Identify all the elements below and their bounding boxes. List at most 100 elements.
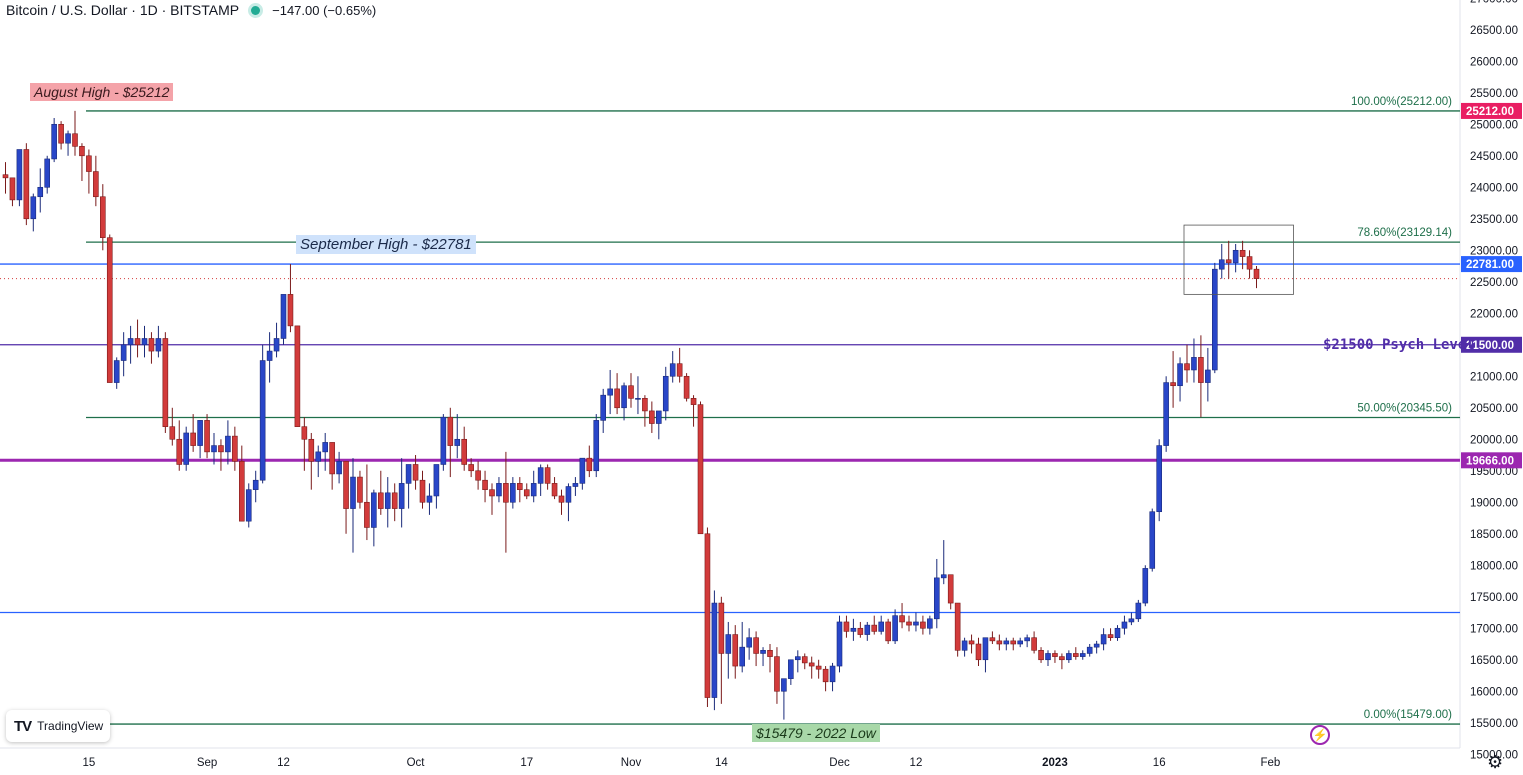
x-tick-label: 12 — [910, 757, 923, 769]
focus-box — [1183, 224, 1294, 295]
y-tick-label: 27000.00 — [1470, 0, 1518, 5]
candle-body — [794, 656, 801, 661]
y-tick-label: 24000.00 — [1470, 182, 1518, 194]
candle-body — [586, 457, 593, 472]
lightning-icon[interactable]: ⚡ — [1310, 725, 1330, 745]
candle-body — [516, 483, 523, 490]
y-tick-label: 15000.00 — [1470, 749, 1518, 761]
x-tick-label: 16 — [1153, 757, 1166, 769]
candle-body — [391, 492, 398, 509]
tradingview-badge[interactable]: TV TradingView — [6, 710, 110, 742]
candle-body — [371, 492, 377, 528]
candle-body — [489, 489, 495, 497]
candle-body — [1093, 643, 1100, 648]
candle-body — [79, 146, 85, 157]
candle-body — [329, 442, 335, 475]
candle-body — [426, 495, 433, 503]
candle-body — [975, 643, 982, 661]
candle-body — [336, 461, 342, 475]
candle-body — [357, 476, 363, 503]
candle-body — [767, 650, 773, 657]
fib-label: 100.00%(25212.00) — [1351, 96, 1452, 108]
candle-body — [482, 479, 488, 490]
candle-body — [649, 410, 655, 424]
candle-body — [1205, 369, 1211, 383]
candle-body — [301, 426, 308, 440]
candle-body — [1059, 656, 1065, 661]
candle-body — [1038, 650, 1044, 661]
candle-body — [1128, 618, 1135, 623]
candle-body — [572, 483, 579, 487]
x-tick-label: Feb — [1260, 757, 1280, 769]
candle-body — [1170, 382, 1176, 387]
symbol-title[interactable]: Bitcoin / U.S. Dollar · 1D · BITSTAMP — [6, 2, 240, 18]
candle-body — [377, 492, 384, 509]
candle-body — [1246, 256, 1253, 270]
candle-body — [65, 133, 71, 144]
candle-body — [190, 432, 196, 446]
candle-body — [239, 461, 245, 522]
settings-gear-icon[interactable]: ⚙ — [1487, 752, 1504, 772]
candle-body — [1239, 249, 1246, 257]
candle-body — [93, 171, 99, 198]
candle-body — [1218, 259, 1225, 270]
tradingview-logo-icon: TV — [14, 717, 32, 735]
candle-body — [954, 602, 961, 651]
y-tick-label: 17500.00 — [1470, 592, 1518, 604]
y-tick-label: 16500.00 — [1470, 655, 1518, 667]
candle-body — [989, 637, 996, 642]
candle-body — [496, 483, 502, 497]
price-tag — [1461, 256, 1522, 273]
candle-body — [204, 420, 210, 453]
candle-body — [523, 489, 530, 497]
x-tick-label: 14 — [715, 757, 728, 769]
candle-body — [760, 650, 766, 654]
candle-body — [662, 375, 669, 412]
candle-body — [1003, 640, 1010, 645]
x-tick-label: 15 — [83, 757, 96, 769]
candle-body — [878, 621, 885, 632]
y-tick-label: 23000.00 — [1470, 245, 1518, 257]
y-tick-label: 17000.00 — [1470, 623, 1518, 635]
candle-body — [162, 338, 169, 427]
market-status-icon — [251, 5, 261, 15]
candle-body — [642, 398, 648, 412]
candle-body — [1177, 363, 1183, 387]
candle-body — [1142, 568, 1149, 604]
candle-body — [350, 476, 356, 509]
candle-body — [1121, 621, 1128, 629]
candle-body — [920, 621, 926, 629]
candle-body — [134, 338, 141, 346]
candle-body — [9, 177, 16, 201]
candle-body — [419, 479, 426, 503]
candle-body — [913, 621, 919, 626]
candle-body — [287, 294, 294, 327]
fib-label: 78.60%(23129.14) — [1357, 227, 1452, 239]
candle-body — [530, 483, 537, 497]
september-high-label: September High - $22781 — [296, 235, 476, 254]
candle-body — [718, 602, 725, 654]
candle-body — [155, 338, 162, 352]
candle-body — [1114, 627, 1121, 639]
candle-body — [600, 394, 607, 421]
candle-body — [683, 375, 690, 399]
price-tag-label: 19666.00 — [1466, 455, 1514, 467]
candle-body — [697, 404, 704, 535]
candle-body — [933, 577, 940, 620]
candle-body — [364, 501, 370, 528]
candle-body — [788, 659, 794, 679]
price-tag — [1461, 336, 1522, 353]
candle-body — [384, 492, 391, 509]
y-tick-label: 20000.00 — [1470, 434, 1518, 446]
candle-body — [503, 483, 509, 503]
candle-body — [343, 461, 349, 509]
candle-body — [218, 445, 224, 453]
candle-body — [232, 435, 238, 462]
y-tick-label: 18500.00 — [1470, 529, 1518, 541]
y-tick-label: 18000.00 — [1470, 560, 1518, 572]
august-high-label: August High - $25212 — [30, 83, 174, 101]
price-tag-label: 25212.00 — [1466, 106, 1514, 118]
candle-body — [614, 388, 620, 409]
candle-body — [1232, 249, 1239, 264]
